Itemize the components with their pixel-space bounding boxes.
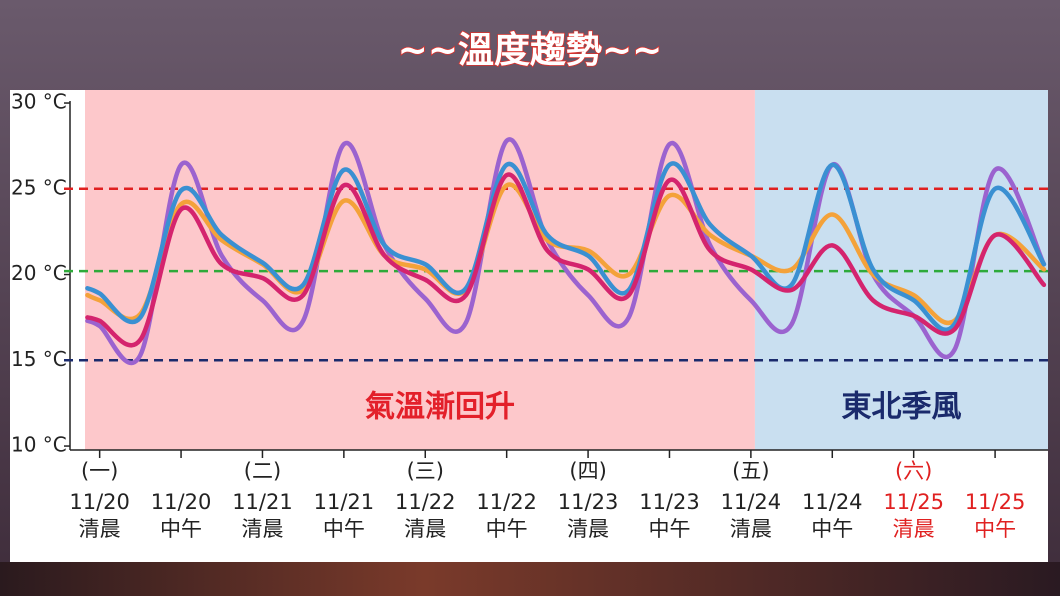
x-time-label: 中午 xyxy=(974,517,1016,541)
x-time-label: 清晨 xyxy=(404,517,446,541)
x-time-label: 中午 xyxy=(811,517,853,541)
background-strip xyxy=(0,562,1060,596)
x-day-label: (六) xyxy=(895,459,932,483)
series-line xyxy=(85,161,1047,332)
x-tick-label: 11/22 xyxy=(476,490,537,514)
x-tick-label: 11/21 xyxy=(232,490,293,514)
y-tick-label: 30 °C xyxy=(11,90,67,114)
x-day-label: (五) xyxy=(732,459,769,483)
x-day-label: (三) xyxy=(407,459,444,483)
chart-title: ~~溫度趨勢~~ xyxy=(398,30,663,71)
x-tick-label: 11/22 xyxy=(395,490,456,514)
x-time-label: 清晨 xyxy=(893,517,935,541)
y-tick-label: 20 °C xyxy=(11,261,67,285)
x-time-label: 中午 xyxy=(486,517,528,541)
x-tick-label: 11/25 xyxy=(883,490,944,514)
x-time-label: 中午 xyxy=(648,517,690,541)
y-tick-label: 15 °C xyxy=(11,347,67,371)
x-time-label: 清晨 xyxy=(241,517,283,541)
x-time-label: 清晨 xyxy=(567,517,609,541)
x-tick-label: 11/23 xyxy=(558,490,619,514)
x-day-label: (四) xyxy=(569,459,606,483)
x-tick-label: 11/25 xyxy=(965,490,1026,514)
x-tick-label: 11/23 xyxy=(639,490,700,514)
y-tick-label: 10 °C xyxy=(11,433,67,457)
x-tick-label: 11/21 xyxy=(314,490,375,514)
x-time-label: 清晨 xyxy=(730,517,772,541)
x-time-label: 中午 xyxy=(160,517,202,541)
region-label: 東北季風 xyxy=(841,390,961,425)
x-tick-label: 11/20 xyxy=(151,490,212,514)
x-day-label: (一) xyxy=(81,459,118,483)
region-label: 氣溫漸回升 xyxy=(365,390,515,425)
x-time-label: 清晨 xyxy=(79,517,121,541)
x-time-label: 中午 xyxy=(323,517,365,541)
series-line xyxy=(85,172,1047,348)
x-tick-label: 11/24 xyxy=(802,490,863,514)
x-tick-label: 11/24 xyxy=(721,490,782,514)
x-tick-label: 11/20 xyxy=(69,490,130,514)
y-tick-label: 25 °C xyxy=(11,175,67,199)
x-day-label: (二) xyxy=(244,459,281,483)
